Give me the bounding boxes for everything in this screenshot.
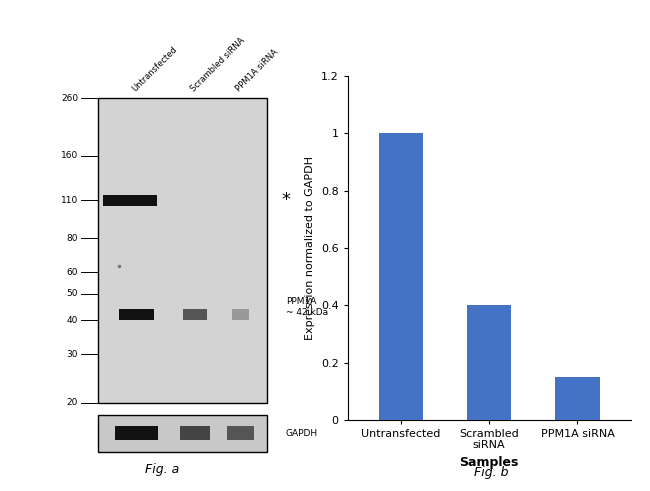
Bar bbox=[183, 309, 207, 320]
Bar bbox=[116, 426, 157, 440]
Text: 30: 30 bbox=[66, 350, 78, 359]
Text: Fig. b: Fig. b bbox=[473, 466, 508, 479]
Text: 110: 110 bbox=[60, 196, 78, 205]
Text: 260: 260 bbox=[61, 94, 78, 103]
X-axis label: Samples: Samples bbox=[460, 456, 519, 469]
Bar bbox=[98, 415, 266, 452]
Bar bbox=[179, 426, 211, 440]
Text: 80: 80 bbox=[66, 234, 78, 243]
Text: 160: 160 bbox=[60, 151, 78, 161]
Text: Fig. a: Fig. a bbox=[146, 464, 179, 476]
Text: GAPDH: GAPDH bbox=[286, 429, 318, 438]
Bar bbox=[103, 195, 157, 206]
Text: Untransfected: Untransfected bbox=[130, 45, 179, 93]
Bar bbox=[467, 305, 511, 420]
Bar bbox=[120, 309, 153, 320]
Text: 40: 40 bbox=[66, 316, 78, 325]
Bar bbox=[98, 98, 266, 403]
Bar bbox=[231, 309, 250, 320]
Bar bbox=[227, 426, 254, 440]
Text: 20: 20 bbox=[66, 398, 78, 407]
Bar bbox=[555, 377, 599, 420]
Text: 60: 60 bbox=[66, 268, 78, 277]
Bar bbox=[379, 134, 423, 420]
Text: Scrambled siRNA: Scrambled siRNA bbox=[188, 36, 246, 93]
Y-axis label: Expression normalized to GAPDH: Expression normalized to GAPDH bbox=[306, 156, 315, 340]
Text: 50: 50 bbox=[66, 289, 78, 299]
Text: PPM1A siRNA: PPM1A siRNA bbox=[234, 48, 280, 93]
Text: *: * bbox=[281, 191, 291, 209]
Text: PPM1A
~ 42 kDa: PPM1A ~ 42 kDa bbox=[286, 298, 328, 317]
